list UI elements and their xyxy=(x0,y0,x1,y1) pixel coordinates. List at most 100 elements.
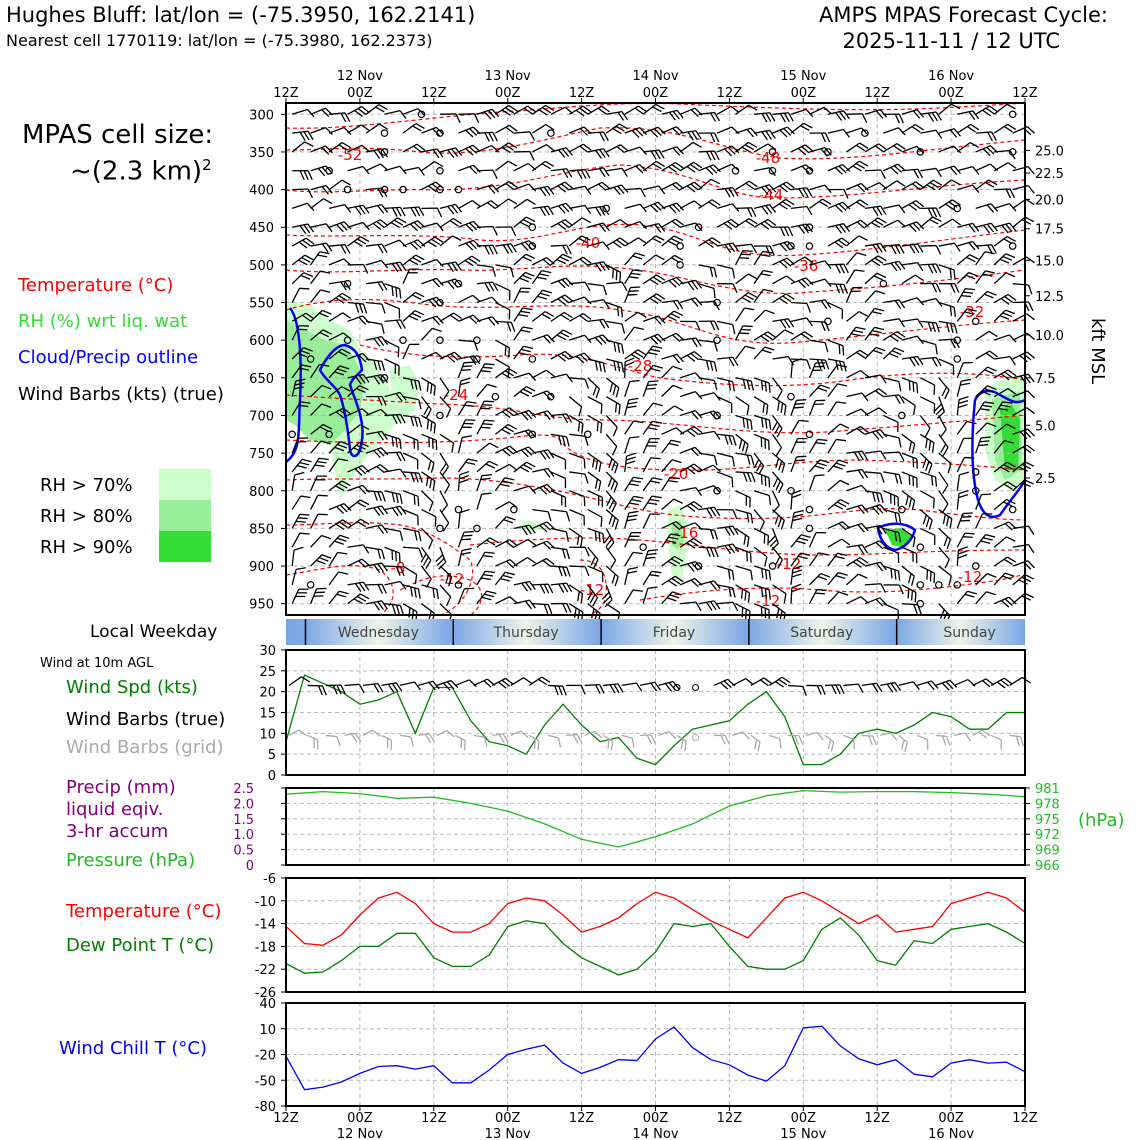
wind-barb xyxy=(790,437,808,454)
barb-feather xyxy=(459,508,470,514)
barb-feather xyxy=(857,451,864,461)
barb-feather xyxy=(562,413,569,424)
barb-feather xyxy=(872,735,877,746)
barb-staff xyxy=(291,438,299,454)
wind-barb xyxy=(975,573,997,586)
cell-size-label: MPAS cell size: xyxy=(22,120,214,150)
wind-barb xyxy=(329,112,351,123)
barb-staff xyxy=(455,734,466,741)
wind-barb xyxy=(713,678,736,690)
barb-feather xyxy=(724,434,729,445)
barb-feather xyxy=(859,557,869,564)
barb-staff xyxy=(624,187,641,191)
barb-feather xyxy=(692,141,702,148)
barb-feather xyxy=(779,261,788,269)
wind-barb xyxy=(513,326,533,341)
wind-barb xyxy=(772,584,787,604)
barb-feather xyxy=(433,385,436,396)
wind-barb xyxy=(365,546,386,560)
barb-feather xyxy=(520,730,529,739)
wind-barb xyxy=(624,379,640,397)
weekday-segment xyxy=(304,619,453,645)
wind-barb xyxy=(772,318,795,329)
barb-feather xyxy=(610,480,616,490)
wind-barb xyxy=(624,510,639,529)
wind-barb xyxy=(920,207,942,218)
barb-feather xyxy=(334,371,345,376)
barb-staff xyxy=(439,217,454,228)
barb-staff xyxy=(679,410,696,417)
barb-feather xyxy=(391,436,395,447)
wind-barb xyxy=(439,377,450,400)
wind-barb xyxy=(920,282,942,293)
barb-feather xyxy=(713,361,718,372)
barb-feather xyxy=(801,146,810,154)
barb-staff xyxy=(402,490,419,497)
barb-staff xyxy=(642,570,653,586)
barb-feather xyxy=(857,469,865,479)
wind-barb xyxy=(938,301,957,317)
barb-feather xyxy=(520,449,529,458)
wind-barb xyxy=(772,355,795,366)
barb-feather xyxy=(480,407,491,410)
barb-feather xyxy=(936,411,945,419)
barb-feather xyxy=(358,466,367,475)
barb-staff xyxy=(827,339,844,347)
wind-barb xyxy=(587,358,606,373)
barb-feather xyxy=(764,556,768,567)
barb-feather xyxy=(395,682,403,692)
wind-barb xyxy=(365,163,389,172)
barb-feather xyxy=(774,556,781,566)
temperature-contour xyxy=(285,223,1026,257)
barb-feather xyxy=(764,438,766,449)
barb-staff xyxy=(310,384,323,398)
barb-staff xyxy=(735,307,745,322)
wind-barb xyxy=(347,424,370,435)
barb-staff xyxy=(347,144,363,153)
barb-staff xyxy=(975,573,988,586)
barb-feather xyxy=(377,548,382,559)
wind-barb xyxy=(753,129,776,141)
barb-feather xyxy=(436,148,444,158)
wind-barb xyxy=(898,734,908,753)
barb-feather xyxy=(970,123,980,131)
barb-staff xyxy=(864,217,879,228)
barb-feather xyxy=(959,471,969,476)
barb-staff xyxy=(402,310,416,322)
barb-feather xyxy=(468,146,478,154)
barb-feather xyxy=(672,365,683,371)
barb-feather xyxy=(614,463,619,474)
barb-feather xyxy=(432,317,441,326)
barb-feather xyxy=(488,282,495,292)
barb-staff xyxy=(957,110,974,115)
wind-barb xyxy=(624,311,647,322)
barb-feather xyxy=(598,223,607,233)
barb-staff xyxy=(310,145,326,153)
barb-feather xyxy=(946,516,950,527)
barb-staff xyxy=(901,318,918,322)
wind-barb xyxy=(938,165,962,176)
barb-feather xyxy=(595,207,602,217)
barb-staff xyxy=(528,676,543,686)
barb-feather xyxy=(982,273,993,277)
wind-barb xyxy=(753,218,777,230)
barb-feather xyxy=(778,483,784,494)
barb-staff xyxy=(1012,479,1025,492)
barb-feather xyxy=(746,512,750,523)
barb-staff xyxy=(735,104,750,115)
barb-feather xyxy=(417,108,426,117)
wind-barb xyxy=(310,494,328,510)
barb-staff xyxy=(347,544,364,548)
barb-feather xyxy=(874,326,885,331)
wind-barb xyxy=(495,243,517,254)
barb-feather xyxy=(397,347,400,358)
calm-wind-circle xyxy=(528,355,537,363)
barb-feather xyxy=(915,181,925,189)
barb-feather xyxy=(747,273,758,280)
barb-staff xyxy=(532,603,549,606)
wind-barb xyxy=(772,293,795,305)
barb-feather xyxy=(565,436,570,447)
barb-staff xyxy=(642,495,653,510)
barb-feather xyxy=(724,526,731,537)
barb-staff xyxy=(808,552,820,567)
